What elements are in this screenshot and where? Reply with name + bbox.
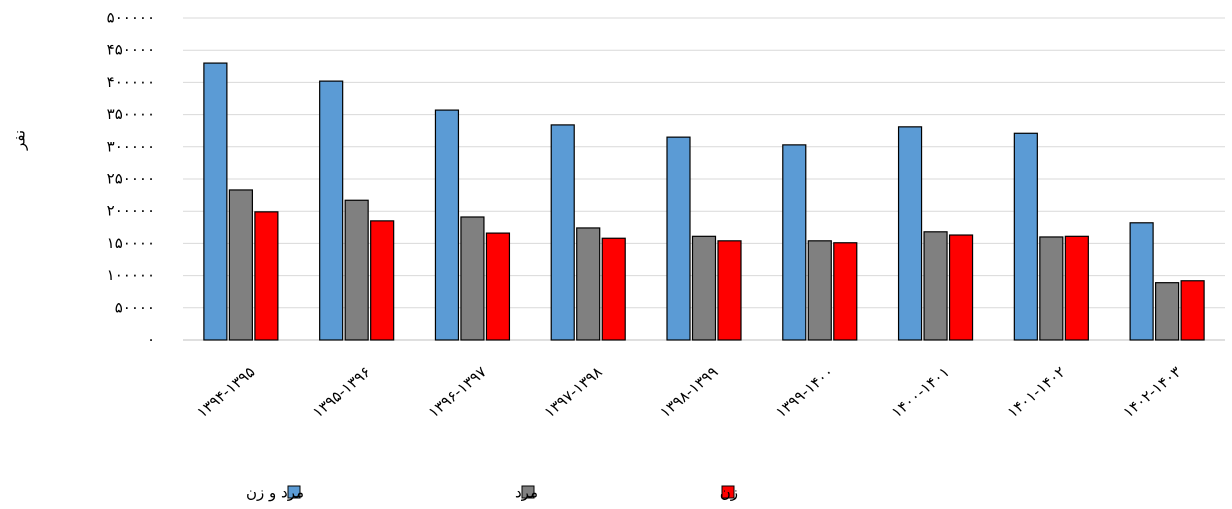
legend-swatch — [521, 485, 535, 499]
bar — [344, 199, 369, 341]
y-tick-label: ۲۵۰۰۰۰ — [107, 170, 155, 188]
bar — [550, 124, 575, 341]
x-tick-label: ۱۴۰۲-۱۴۰۳ — [1119, 363, 1184, 422]
bar — [1155, 282, 1180, 341]
y-tick-label: ۲۰۰۰۰۰ — [107, 202, 155, 220]
y-tick-label: ۴۰۰۰۰۰ — [107, 73, 155, 91]
y-tick-label: ۱۵۰۰۰۰ — [107, 234, 155, 252]
y-tick-label: ۳۵۰۰۰۰ — [107, 105, 155, 123]
bar — [485, 232, 511, 341]
bar — [897, 126, 923, 341]
x-tick-label: ۱۳۹۶-۱۳۹۷ — [425, 363, 490, 422]
bar — [1129, 222, 1154, 341]
y-tick-label: ۰ — [147, 331, 155, 349]
y-tick-label: ۵۰۰۰۰ — [115, 298, 155, 316]
bar — [691, 235, 717, 341]
bar — [1013, 132, 1038, 341]
bar — [460, 216, 485, 341]
bar — [203, 62, 228, 341]
x-tick-label: ۱۴۰۰-۱۴۰۱ — [888, 363, 953, 422]
bar — [576, 227, 601, 341]
bar — [1064, 235, 1089, 341]
bar — [254, 211, 279, 341]
bar — [807, 240, 832, 341]
x-tick-label: ۱۳۹۵-۱۳۹۶ — [309, 363, 374, 422]
bar — [434, 109, 460, 341]
x-tick-label: ۱۳۹۷-۱۳۹۸ — [541, 363, 606, 422]
bar — [923, 231, 948, 341]
x-tick-label: ۱۳۹۸-۱۳۹۹ — [656, 363, 721, 422]
legend-swatch — [721, 485, 735, 499]
x-tick-label: ۱۳۹۹-۱۴۰۰ — [772, 363, 837, 422]
y-axis-title: نفر — [11, 130, 29, 151]
bar — [228, 189, 253, 341]
legend-swatch — [287, 485, 301, 499]
bar — [717, 240, 742, 341]
legend-label: مرد — [515, 484, 538, 502]
bar — [666, 136, 691, 341]
bar — [319, 80, 344, 341]
bar — [1039, 236, 1064, 341]
legend-label: زن — [720, 484, 738, 502]
y-tick-label: ۵۰۰۰۰۰ — [107, 9, 155, 27]
y-tick-label: ۱۰۰۰۰۰ — [107, 266, 155, 284]
bar — [948, 234, 974, 341]
bar — [370, 220, 395, 341]
bar — [1180, 280, 1205, 341]
legend-label: مرد و زن — [246, 484, 304, 502]
bar — [601, 237, 626, 341]
y-tick-label: ۳۰۰۰۰۰ — [107, 137, 155, 155]
x-tick-label: ۱۳۹۴-۱۳۹۵ — [193, 363, 258, 422]
bar — [782, 144, 807, 341]
bar — [833, 242, 858, 341]
y-tick-label: ۴۵۰۰۰۰ — [107, 41, 155, 59]
x-tick-label: ۱۴۰۱-۱۴۰۲ — [1004, 363, 1069, 422]
